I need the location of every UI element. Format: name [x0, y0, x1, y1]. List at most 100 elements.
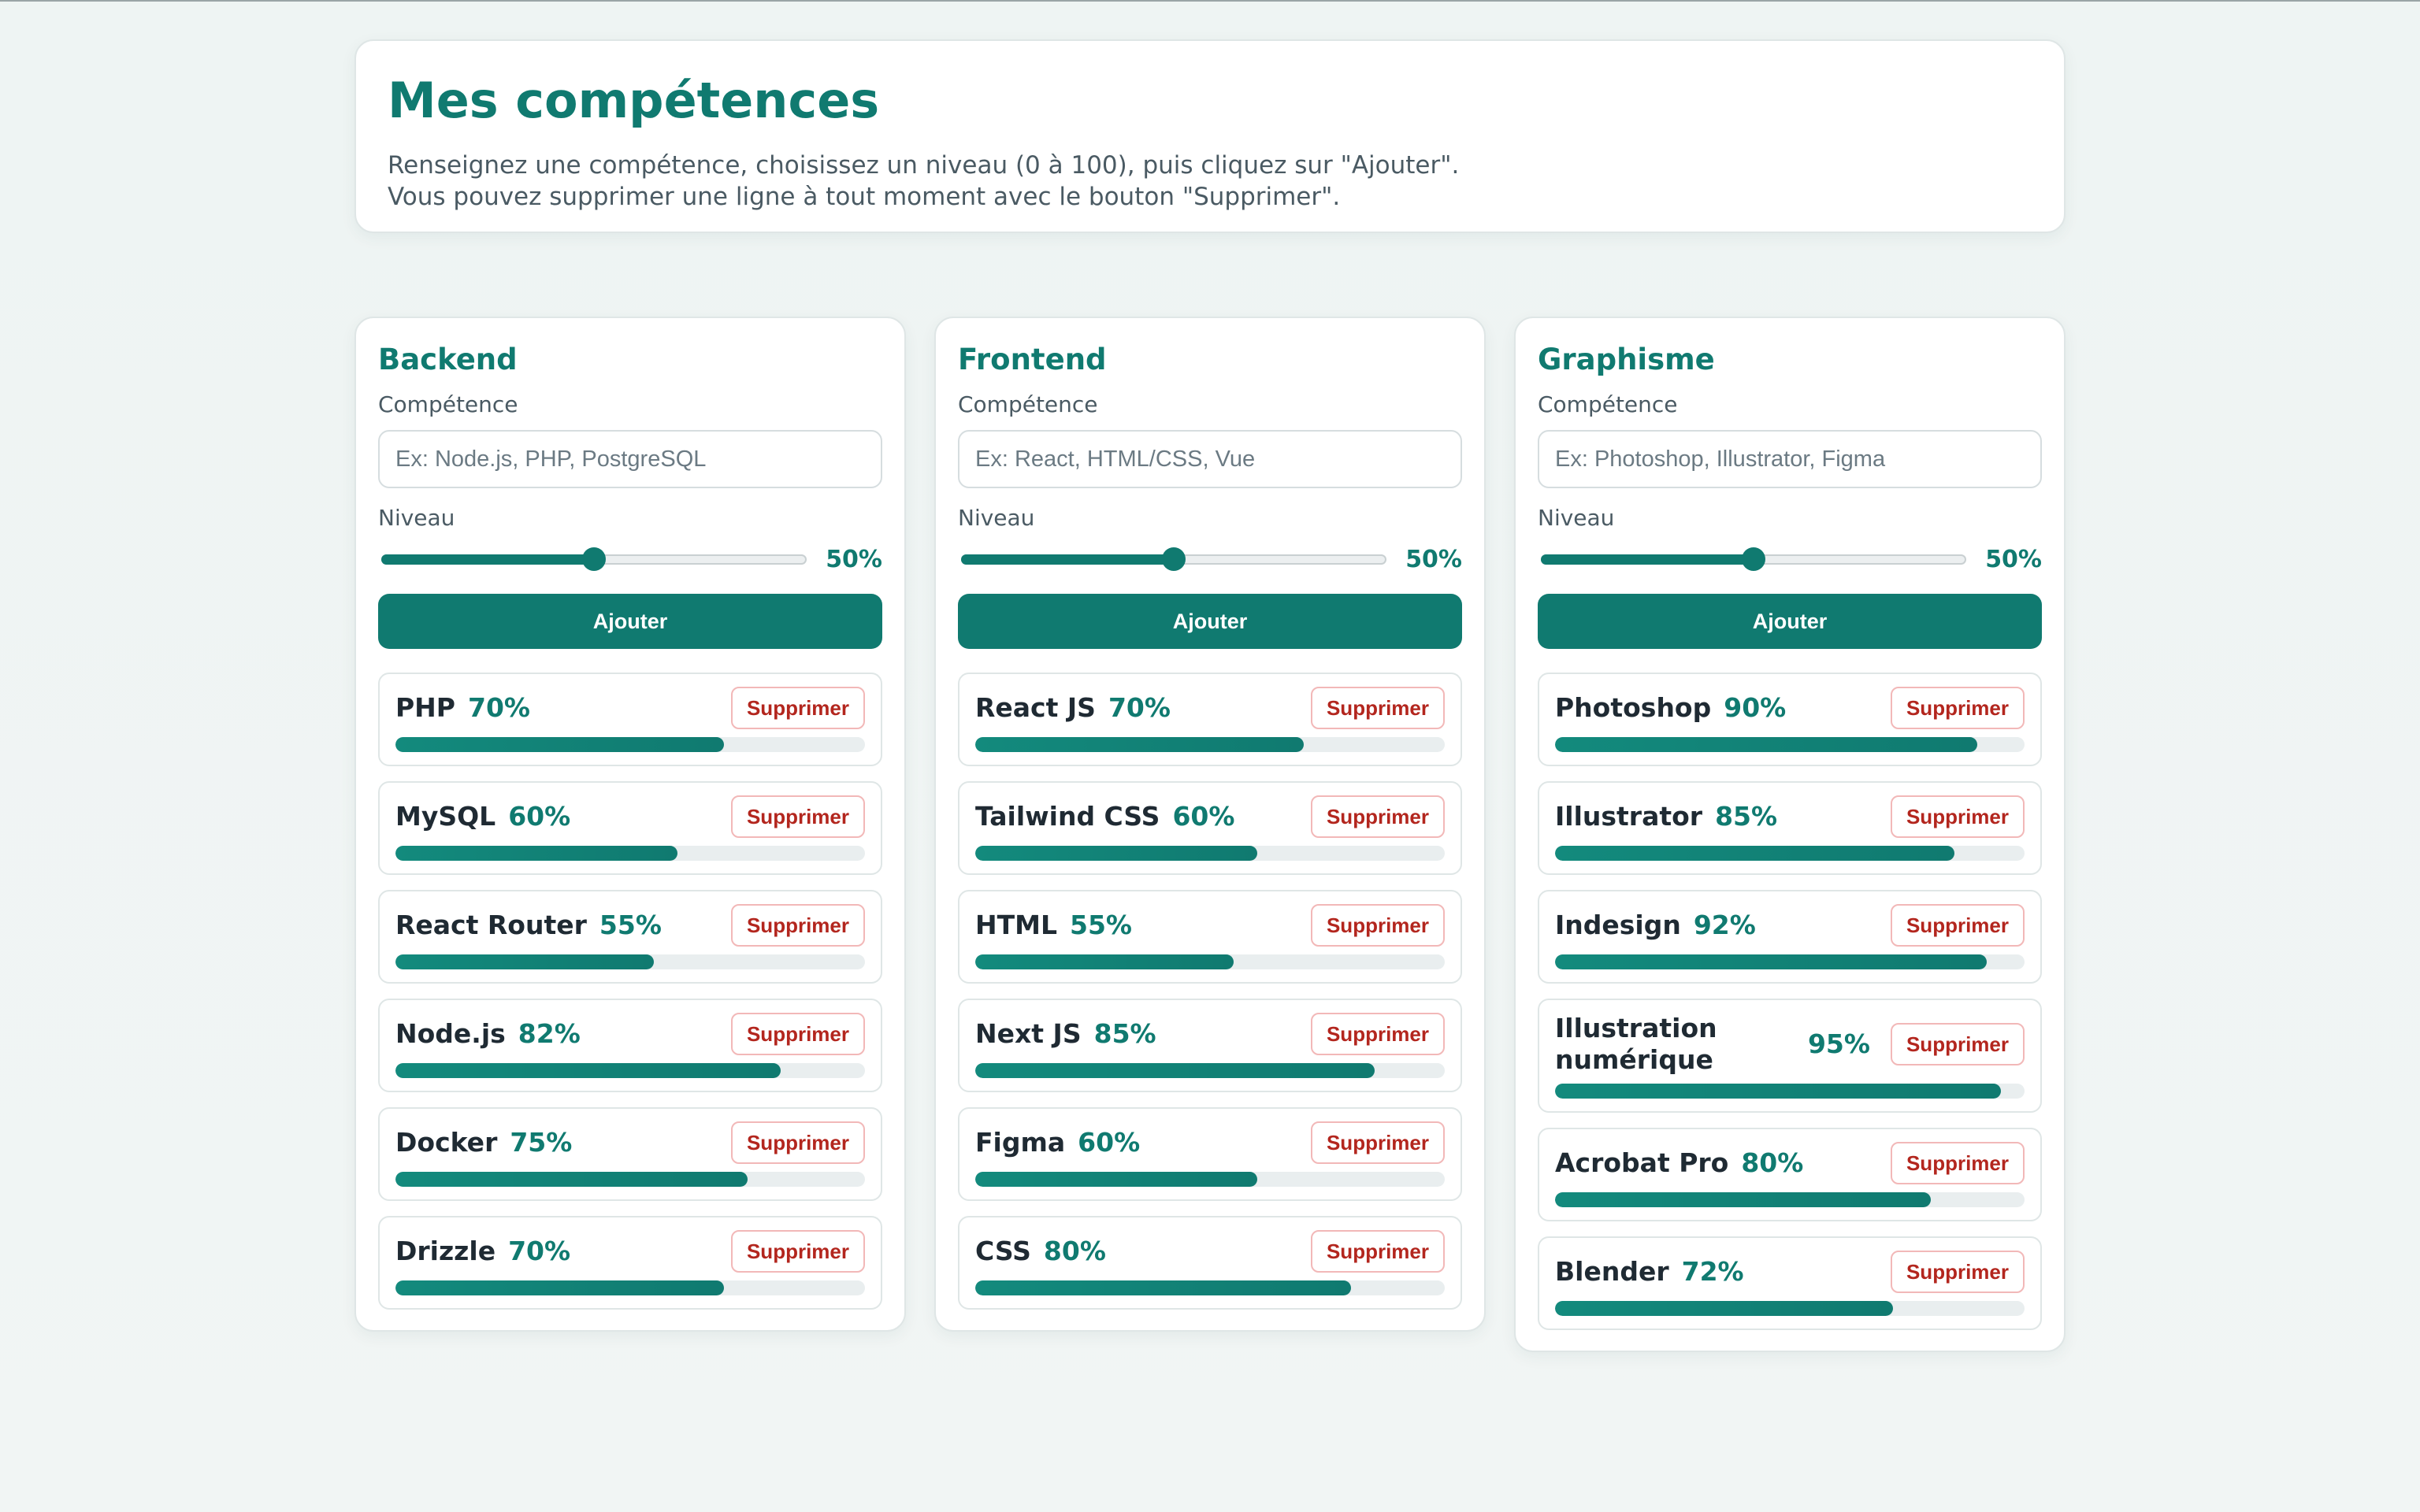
- skill-field-label: Compétence: [958, 391, 1098, 417]
- skill-item-header: Photoshop 90% Supprimer: [1555, 687, 2025, 729]
- skill-item-header: Node.js 82% Supprimer: [395, 1013, 865, 1055]
- skill-progress-fill: [975, 1280, 1351, 1295]
- description-line-2: Vous pouvez supprimer une ligne à tout m…: [388, 183, 1341, 211]
- skill-item-header: Indesign 92% Supprimer: [1555, 904, 2025, 947]
- skill-name: MySQL: [395, 801, 496, 832]
- skill-item: Node.js 82% Supprimer: [378, 999, 882, 1092]
- skill-item: CSS 80% Supprimer: [958, 1216, 1462, 1310]
- skill-progress-bar: [395, 954, 865, 969]
- skill-item-header: Acrobat Pro 80% Supprimer: [1555, 1142, 2025, 1184]
- delete-button[interactable]: Supprimer: [1310, 687, 1445, 729]
- skill-progress-fill: [395, 1172, 748, 1187]
- skill-progress-bar: [1555, 1301, 2025, 1316]
- level-slider[interactable]: [1541, 540, 1966, 578]
- panel-title: Frontend: [958, 343, 1107, 376]
- panel-title: Backend: [378, 343, 518, 376]
- add-button[interactable]: Ajouter: [378, 594, 882, 649]
- slider-thumb[interactable]: [1742, 547, 1765, 571]
- delete-button[interactable]: Supprimer: [1310, 1013, 1445, 1055]
- level-slider[interactable]: [381, 540, 807, 578]
- skill-percent: 75%: [510, 1127, 573, 1158]
- skill-percent: 70%: [468, 692, 530, 723]
- skill-input[interactable]: [958, 430, 1462, 488]
- delete-button[interactable]: Supprimer: [1310, 795, 1445, 838]
- level-field-label: Niveau: [1538, 505, 1615, 531]
- skill-item-header: Docker 75% Supprimer: [395, 1121, 865, 1164]
- skill-progress-bar: [1555, 954, 2025, 969]
- skill-percent: 72%: [1681, 1256, 1744, 1287]
- skill-name: Illustration numérique: [1555, 1013, 1717, 1075]
- skill-item: MySQL 60% Supprimer: [378, 781, 882, 875]
- delete-button[interactable]: Supprimer: [1890, 1251, 2025, 1293]
- skill-percent: 82%: [518, 1018, 581, 1049]
- delete-button[interactable]: Supprimer: [1890, 795, 2025, 838]
- slider-thumb[interactable]: [1162, 547, 1186, 571]
- slider-thumb[interactable]: [582, 547, 606, 571]
- skill-progress-bar: [975, 954, 1445, 969]
- skill-name: Docker: [395, 1127, 498, 1158]
- level-slider[interactable]: [961, 540, 1386, 578]
- description-line-1: Renseignez une compétence, choisissez un…: [388, 151, 1460, 180]
- delete-button[interactable]: Supprimer: [730, 1013, 865, 1055]
- slider-fill: [1541, 554, 1754, 565]
- delete-button[interactable]: Supprimer: [1890, 1023, 2025, 1065]
- level-row: 50%: [378, 540, 882, 578]
- skill-percent: 55%: [599, 910, 662, 940]
- skill-name: Tailwind CSS: [975, 801, 1160, 832]
- delete-button[interactable]: Supprimer: [1890, 1142, 2025, 1184]
- skill-name: Photoshop: [1555, 692, 1712, 723]
- skill-list: PHP 70% Supprimer MySQL 60% Supprimer Re…: [378, 673, 882, 1310]
- skill-item: React JS 70% Supprimer: [958, 673, 1462, 766]
- skill-item-header: CSS 80% Supprimer: [975, 1230, 1445, 1273]
- skill-progress-fill: [395, 1280, 725, 1295]
- delete-button[interactable]: Supprimer: [730, 795, 865, 838]
- skill-name: Blender: [1555, 1256, 1669, 1287]
- delete-button[interactable]: Supprimer: [1310, 904, 1445, 947]
- skill-input[interactable]: [1538, 430, 2042, 488]
- skill-list: Photoshop 90% Supprimer Illustrator 85% …: [1538, 673, 2042, 1330]
- delete-button[interactable]: Supprimer: [1310, 1121, 1445, 1164]
- skill-item-header: PHP 70% Supprimer: [395, 687, 865, 729]
- level-row: 50%: [1538, 540, 2042, 578]
- skill-progress-fill: [1555, 954, 1988, 969]
- delete-button[interactable]: Supprimer: [730, 687, 865, 729]
- delete-button[interactable]: Supprimer: [1890, 687, 2025, 729]
- skill-item: Tailwind CSS 60% Supprimer: [958, 781, 1462, 875]
- skill-name: Node.js: [395, 1018, 506, 1049]
- delete-button[interactable]: Supprimer: [730, 904, 865, 947]
- skill-percent: 60%: [508, 801, 571, 832]
- skill-percent: 85%: [1093, 1018, 1156, 1049]
- level-field-label: Niveau: [958, 505, 1035, 531]
- skill-item: Blender 72% Supprimer: [1538, 1236, 2042, 1330]
- skill-name: Next JS: [975, 1018, 1082, 1049]
- skill-columns: Backend Compétence Niveau 50% Ajouter PH…: [354, 317, 2066, 1352]
- skill-progress-fill: [1555, 1301, 1894, 1316]
- add-button[interactable]: Ajouter: [1538, 594, 2042, 649]
- skill-panel-graphisme: Graphisme Compétence Niveau 50% Ajouter …: [1514, 317, 2066, 1352]
- skill-progress-fill: [975, 1172, 1257, 1187]
- skill-item-header: Figma 60% Supprimer: [975, 1121, 1445, 1164]
- skill-progress-fill: [975, 1063, 1375, 1078]
- skill-item: HTML 55% Supprimer: [958, 890, 1462, 984]
- skill-item: PHP 70% Supprimer: [378, 673, 882, 766]
- skill-percent: 92%: [1693, 910, 1756, 940]
- add-button[interactable]: Ajouter: [958, 594, 1462, 649]
- skill-name: Indesign: [1555, 910, 1681, 940]
- skill-item-header: HTML 55% Supprimer: [975, 904, 1445, 947]
- skill-percent: 90%: [1724, 692, 1787, 723]
- skill-name: Figma: [975, 1127, 1066, 1158]
- delete-button[interactable]: Supprimer: [1890, 904, 2025, 947]
- delete-button[interactable]: Supprimer: [730, 1121, 865, 1164]
- skill-progress-bar: [1555, 846, 2025, 861]
- delete-button[interactable]: Supprimer: [1310, 1230, 1445, 1273]
- skill-progress-bar: [975, 1063, 1445, 1078]
- skill-item: Indesign 92% Supprimer: [1538, 890, 2042, 984]
- skill-item: Drizzle 70% Supprimer: [378, 1216, 882, 1310]
- delete-button[interactable]: Supprimer: [730, 1230, 865, 1273]
- skill-panel-backend: Backend Compétence Niveau 50% Ajouter PH…: [354, 317, 906, 1332]
- skill-percent: 95%: [1807, 1028, 1870, 1059]
- skill-item: Next JS 85% Supprimer: [958, 999, 1462, 1092]
- skill-list: React JS 70% Supprimer Tailwind CSS 60% …: [958, 673, 1462, 1310]
- skill-input[interactable]: [378, 430, 882, 488]
- skill-progress-bar: [395, 737, 865, 752]
